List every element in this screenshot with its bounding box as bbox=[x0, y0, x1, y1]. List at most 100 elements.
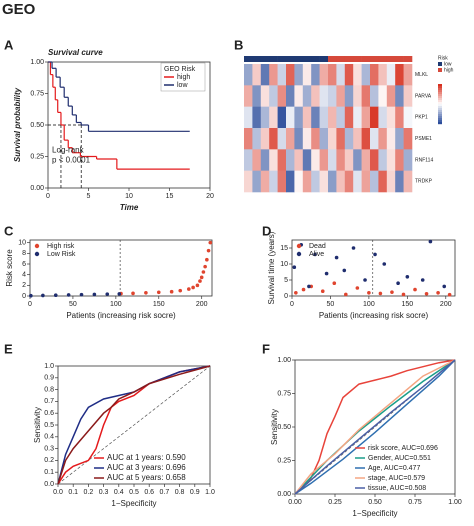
heat-cell bbox=[244, 170, 253, 193]
heat-cell bbox=[344, 64, 354, 86]
point bbox=[195, 283, 200, 288]
legend-label: low bbox=[444, 61, 452, 67]
colorbar bbox=[438, 110, 442, 113]
legend-label: risk score, AUC=0.696 bbox=[368, 445, 438, 452]
heat-cell bbox=[302, 128, 312, 150]
risk-bar bbox=[286, 56, 295, 62]
heat-cell bbox=[294, 64, 304, 86]
x-tick-label: 1.0 bbox=[205, 489, 215, 496]
point bbox=[442, 284, 447, 289]
heat-cell bbox=[353, 128, 362, 150]
colorbar bbox=[438, 122, 442, 125]
heat-cell bbox=[336, 85, 346, 107]
point bbox=[66, 293, 71, 297]
point bbox=[344, 292, 348, 297]
heat-cell bbox=[361, 170, 371, 193]
heat-cell bbox=[252, 149, 262, 171]
y-tick-label: 0.4 bbox=[44, 434, 54, 441]
y-tick-label: 0.00 bbox=[277, 491, 291, 498]
heat-cell bbox=[252, 170, 262, 193]
x-tick-label: 0.9 bbox=[190, 489, 200, 496]
y-tick-label: 0.1 bbox=[44, 469, 54, 476]
y-tick-label: 0.50 bbox=[277, 424, 291, 431]
x-tick-label: 1.00 bbox=[448, 499, 462, 506]
point bbox=[131, 291, 135, 296]
legend-label: Dead bbox=[309, 243, 326, 250]
y-tick-label: 0.2 bbox=[44, 457, 54, 464]
y-axis-label: Survival probability bbox=[13, 87, 22, 162]
legend-label: high bbox=[177, 74, 190, 81]
x-tick-label: 0.6 bbox=[144, 489, 154, 496]
heat-cell bbox=[361, 106, 371, 129]
point bbox=[424, 291, 429, 296]
y-tick-label: 0.7 bbox=[44, 398, 54, 405]
risk-bar bbox=[260, 56, 270, 62]
y-tick-label: 0.6 bbox=[44, 410, 54, 417]
heat-cell bbox=[294, 149, 304, 171]
heat-cell bbox=[370, 128, 379, 150]
point bbox=[367, 291, 371, 295]
heat-cell bbox=[353, 106, 362, 129]
risk-bar bbox=[395, 56, 404, 62]
point bbox=[199, 275, 204, 280]
y-tick-label: 0.3 bbox=[44, 445, 54, 452]
point bbox=[428, 239, 433, 244]
x-tick-label: 0.3 bbox=[99, 489, 109, 496]
plot-frame bbox=[291, 239, 456, 297]
panel-label: D bbox=[262, 223, 271, 238]
legend-label: Alive bbox=[309, 251, 324, 258]
heat-cell bbox=[328, 85, 337, 107]
x-tick-label: 0.8 bbox=[175, 489, 185, 496]
y-tick-label: 0 bbox=[22, 293, 26, 300]
risk-bar bbox=[344, 56, 354, 62]
x-tick-label: 0.50 bbox=[368, 499, 382, 506]
risk-bar bbox=[319, 56, 329, 62]
heat-cell bbox=[370, 64, 379, 86]
heat-cell bbox=[277, 149, 287, 171]
colorbar bbox=[438, 102, 442, 105]
x-tick-label: 50 bbox=[69, 301, 77, 308]
heat-cell bbox=[344, 170, 354, 193]
legend-swatch bbox=[296, 251, 302, 257]
heat-cell bbox=[311, 170, 320, 193]
legend-label: tissue, AUC=0.508 bbox=[368, 485, 426, 492]
x-axis-label: Patients (increasing risk socre) bbox=[66, 311, 176, 320]
colorbar bbox=[438, 114, 442, 117]
heat-cell bbox=[244, 64, 253, 86]
point bbox=[201, 270, 206, 274]
heat-cell bbox=[244, 106, 253, 129]
heat-cell bbox=[302, 64, 312, 86]
heat-cell bbox=[378, 64, 388, 86]
heat-cell bbox=[361, 149, 371, 171]
x-tick-label: 100 bbox=[363, 301, 375, 308]
heat-cell bbox=[294, 106, 304, 129]
heat-cell bbox=[311, 85, 320, 107]
heat-cell bbox=[269, 128, 278, 150]
point bbox=[401, 292, 406, 297]
heat-cell bbox=[328, 64, 337, 86]
heat-cell bbox=[353, 149, 362, 171]
point bbox=[178, 288, 183, 293]
point bbox=[208, 240, 213, 245]
y-tick-label: 15 bbox=[280, 245, 288, 252]
risk-bar bbox=[269, 56, 278, 62]
colorbar bbox=[438, 98, 442, 101]
heat-cell bbox=[260, 128, 270, 150]
heat-cell bbox=[378, 85, 388, 107]
x-tick-label: 20 bbox=[206, 193, 214, 200]
y-tick-label: 1.00 bbox=[30, 59, 44, 66]
heat-cell bbox=[260, 149, 270, 171]
heat-cell bbox=[302, 149, 312, 171]
colorbar bbox=[438, 106, 442, 109]
heat-cell bbox=[286, 170, 295, 193]
heat-cell bbox=[286, 149, 295, 171]
roc-curve bbox=[294, 359, 456, 495]
y-tick-label: 0.25 bbox=[30, 153, 44, 160]
heat-cell bbox=[353, 64, 362, 86]
heat-cell bbox=[370, 170, 379, 193]
x-tick-label: 200 bbox=[196, 301, 208, 308]
heat-cell bbox=[319, 170, 329, 193]
heat-cell bbox=[260, 106, 270, 129]
point bbox=[206, 248, 211, 253]
point bbox=[307, 284, 311, 289]
